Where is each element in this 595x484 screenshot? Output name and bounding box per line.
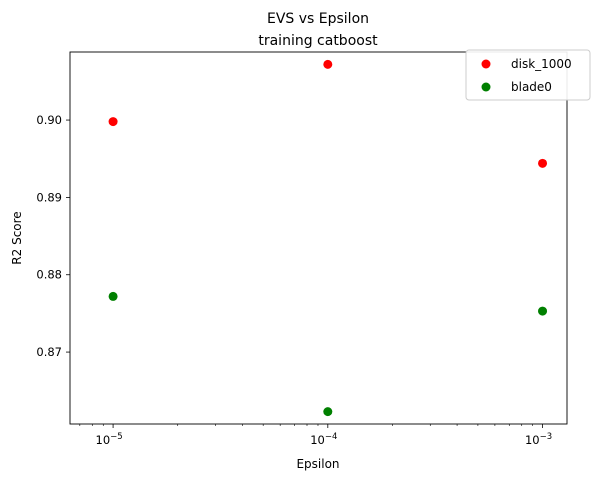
- data-point-disk-1000: [538, 158, 548, 168]
- data-point-disk-1000: [108, 117, 118, 127]
- legend-label-disk-1000: disk_1000: [511, 57, 572, 71]
- y-tick-label: 0.87: [36, 345, 62, 359]
- data-point-disk-1000: [323, 59, 333, 69]
- legend-label-blade0: blade0: [511, 80, 552, 94]
- y-tick-label: 0.90: [36, 113, 62, 127]
- data-point-blade0: [108, 291, 118, 301]
- data-point-blade0: [323, 407, 333, 417]
- x-tick-label-exponent: −5: [110, 432, 123, 442]
- x-tick-label-base: 10: [96, 433, 111, 447]
- y-axis-label: R2 Score: [10, 211, 24, 264]
- legend-marker-disk-1000: [481, 59, 491, 69]
- x-axis-label: Epsilon: [296, 457, 339, 471]
- data-points: [108, 59, 548, 417]
- legend-marker-blade0: [481, 82, 491, 92]
- plot-area-frame: [69, 51, 568, 425]
- x-axis-ticks: 10−5 10−4 10−3: [79, 424, 552, 447]
- y-tick-label: 0.89: [36, 190, 62, 204]
- data-point-blade0: [538, 306, 548, 316]
- legend-box: [465, 49, 591, 101]
- x-tick-label: 10−3: [525, 432, 552, 447]
- chart-title: EVS vs Epsilon: [267, 11, 369, 27]
- x-tick-label-base: 10: [525, 433, 540, 447]
- legend: disk_1000 blade0: [465, 49, 591, 101]
- y-axis-ticks: 0.87 0.88 0.89 0.90: [36, 113, 70, 359]
- y-tick-label: 0.88: [36, 268, 62, 282]
- x-tick-label: 10−5: [96, 432, 123, 447]
- x-tick-label-exponent: −3: [540, 432, 553, 442]
- x-tick-label-exponent: −4: [325, 432, 338, 442]
- chart-subtitle: training catboost: [258, 33, 378, 49]
- x-tick-label: 10−4: [310, 432, 337, 447]
- x-tick-label-base: 10: [310, 433, 325, 447]
